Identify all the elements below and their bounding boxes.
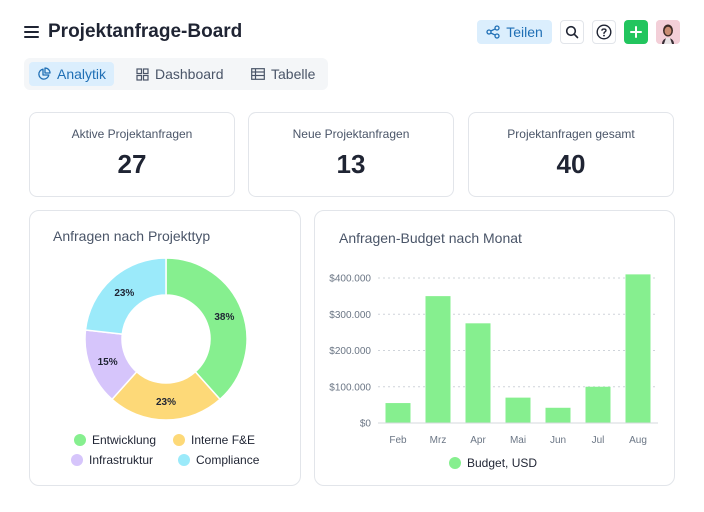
header: Projektanfrage-Board Teilen: [24, 18, 682, 48]
hamburger-menu-icon[interactable]: [24, 26, 39, 39]
kpi-label: Projektanfragen gesamt: [507, 127, 635, 141]
y-tick-label: $300.000: [329, 310, 371, 321]
legend-dot: [173, 434, 185, 446]
x-tick-label: Aug: [629, 435, 647, 446]
question-circle-icon: [596, 24, 612, 40]
help-button[interactable]: [592, 20, 616, 44]
kpi-label: Aktive Projektanfragen: [71, 127, 193, 141]
legend-item[interactable]: Budget, USD: [449, 456, 537, 470]
tab-dashboard-label: Dashboard: [155, 66, 224, 82]
page-title: Projektanfrage-Board: [48, 21, 243, 42]
donut-slice-3[interactable]: [84, 257, 167, 335]
view-tabs: Analytik Dashboard Tabelle: [24, 58, 328, 90]
bar-mai[interactable]: [505, 397, 531, 423]
kpi-value: 27: [117, 149, 147, 179]
share-button[interactable]: Teilen: [477, 20, 552, 44]
legend-item[interactable]: Infrastruktur: [71, 453, 153, 467]
chart-title: Anfragen nach Projekttyp: [53, 228, 211, 244]
kpi-value: 13: [336, 149, 366, 179]
bar-apr[interactable]: [465, 323, 491, 423]
tab-analytics-label: Analytik: [57, 66, 107, 82]
donut-slice-0[interactable]: [165, 257, 248, 401]
grid-icon: [136, 67, 149, 81]
x-tick-label: Mrz: [430, 435, 447, 446]
kpi-label: Neue Projektanfragen: [292, 127, 410, 141]
y-tick-label: $100.000: [329, 382, 371, 393]
legend-label: Interne F&E: [191, 433, 256, 447]
x-tick-label: Mai: [510, 435, 526, 446]
legend-label: Budget, USD: [467, 456, 538, 470]
legend-item[interactable]: Entwicklung: [74, 433, 156, 447]
plus-icon: [630, 26, 642, 38]
avatar[interactable]: [656, 20, 680, 44]
table-icon: [251, 68, 265, 80]
bar-chart: $0 $100.000 $200.000 $300.000 $400.000 Feb Mrz…: [329, 274, 658, 446]
kpi-card-new-requests: Neue Projektanfragen 13: [248, 112, 454, 197]
slice-data-label: 15%: [98, 357, 118, 368]
slice-data-label: 23%: [156, 397, 176, 408]
legend-dot: [449, 457, 461, 469]
avatar-image: [656, 20, 680, 44]
legend-dot: [74, 434, 86, 446]
tab-table[interactable]: Tabelle: [243, 62, 323, 86]
kpi-card-active-requests: Aktive Projektanfragen 27: [29, 112, 235, 197]
bar-aug[interactable]: [625, 274, 651, 423]
search-icon: [565, 25, 579, 39]
add-button[interactable]: [624, 20, 648, 44]
legend-label: Compliance: [196, 453, 260, 467]
x-tick-label: Feb: [389, 435, 407, 446]
legend-dot: [71, 454, 83, 466]
y-tick-label: $200.000: [329, 346, 371, 357]
x-tick-label: Jun: [550, 435, 566, 446]
chart-title: Anfragen-Budget nach Monat: [339, 230, 522, 246]
x-tick-label: Jul: [592, 435, 605, 446]
legend-item[interactable]: Interne F&E: [173, 433, 255, 447]
share-icon: [486, 25, 500, 39]
tab-analytics[interactable]: Analytik: [29, 62, 115, 86]
slice-data-label: 23%: [114, 288, 134, 299]
tab-table-label: Tabelle: [271, 66, 316, 82]
share-button-label: Teilen: [506, 24, 543, 40]
bar-feb[interactable]: [385, 403, 411, 423]
kpi-value: 40: [556, 149, 586, 179]
requests-by-type-card: Anfragen nach Projekttyp 38% 23% 15% 23% En…: [29, 210, 301, 486]
donut-chart: 38% 23% 15% 23%: [84, 257, 248, 421]
pie-chart-icon: [38, 67, 51, 80]
slice-data-label: 38%: [214, 312, 234, 323]
legend-label: Infrastruktur: [89, 453, 154, 467]
tab-dashboard[interactable]: Dashboard: [128, 62, 232, 86]
legend-label: Entwicklung: [92, 433, 157, 447]
bar-mrz[interactable]: [425, 296, 451, 423]
bar-jun[interactable]: [545, 407, 571, 423]
y-tick-label: $400.000: [329, 274, 371, 285]
x-tick-label: Apr: [470, 435, 486, 446]
budget-by-month-card: Anfragen-Budget nach Monat $0 $100.000 $20…: [314, 210, 675, 486]
bar-jul[interactable]: [585, 386, 611, 423]
kpi-card-total-requests: Projektanfragen gesamt 40: [468, 112, 674, 197]
search-button[interactable]: [560, 20, 584, 44]
legend-item[interactable]: Compliance: [178, 453, 259, 467]
y-tick-label: $0: [360, 419, 372, 430]
legend-dot: [178, 454, 190, 466]
